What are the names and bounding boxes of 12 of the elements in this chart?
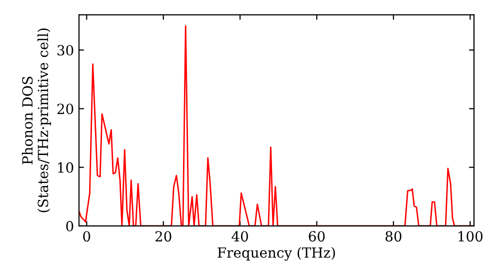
x-tick-label: 40 — [232, 231, 248, 242]
x-tick-label: 0 — [83, 231, 90, 242]
y-tick-label: 20 — [57, 104, 74, 114]
x-tick-label: 80 — [386, 231, 402, 242]
y-tick-label: 30 — [58, 44, 74, 56]
y-tick-label: 0 — [66, 220, 74, 232]
x-tick-label: 100 — [458, 231, 482, 242]
y-axis-title: Phonon DOS (States/THz·primitive cell) — [22, 28, 51, 212]
x-axis-title: Frequency (THz) — [218, 247, 335, 261]
x-tick-label: 60 — [308, 231, 325, 242]
x-tick-label: 20 — [155, 231, 172, 242]
y-tick-label: 10 — [58, 162, 74, 173]
